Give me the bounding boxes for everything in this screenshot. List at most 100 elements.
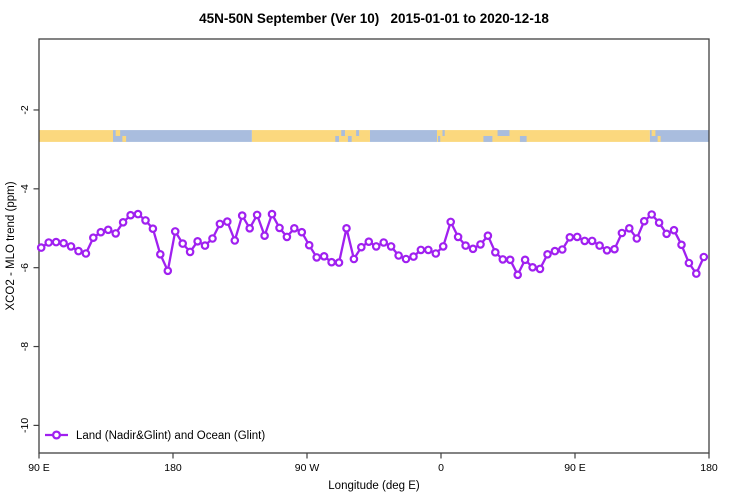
strip-segment-land <box>39 130 113 142</box>
data-point <box>103 225 113 235</box>
data-point <box>156 250 165 259</box>
data-point <box>677 240 686 250</box>
data-point <box>453 232 463 242</box>
data-point <box>133 209 143 219</box>
x-axis-title: Longitude (deg E) <box>328 480 420 492</box>
data-point <box>543 250 552 259</box>
data-point <box>647 210 657 219</box>
data-point <box>505 255 515 265</box>
data-point <box>468 244 478 254</box>
strip-speck-land <box>657 135 661 142</box>
data-point <box>237 211 247 220</box>
data-point <box>252 210 262 220</box>
strip-speck-ocean <box>341 130 345 136</box>
data-point <box>66 242 76 251</box>
data-point <box>535 264 545 274</box>
data-point <box>371 242 381 251</box>
strip-speck-land <box>115 130 121 136</box>
data-point <box>36 243 46 252</box>
data-point <box>483 231 493 241</box>
data-point <box>528 262 537 272</box>
strip-speck-ocean <box>519 135 527 142</box>
strip-segment-land <box>436 130 650 142</box>
data-point <box>282 232 292 242</box>
data-point <box>364 237 374 247</box>
data-series <box>36 209 709 280</box>
strip-speck-ocean <box>483 135 493 142</box>
data-point <box>394 251 403 260</box>
strip-speck-land <box>122 135 127 142</box>
data-point <box>118 218 128 227</box>
data-point <box>327 257 336 267</box>
data-point <box>461 241 470 250</box>
strip-segment-land <box>251 130 370 142</box>
data-point <box>356 242 366 252</box>
data-point <box>669 225 679 235</box>
data-point <box>275 223 284 233</box>
axes: 90 E 180 90 W 0 90 E 180 -2 -4 -6 -8 -10 <box>19 105 718 474</box>
data-point <box>446 217 456 227</box>
data-point <box>74 246 83 256</box>
data-point <box>89 233 98 243</box>
data-point <box>684 258 694 268</box>
data-point <box>312 253 322 262</box>
strip-speck-ocean <box>356 130 360 136</box>
strip-speck-ocean <box>438 135 441 142</box>
data-point <box>565 233 575 242</box>
data-point <box>260 231 269 241</box>
data-point <box>170 227 180 236</box>
data-point <box>223 217 232 226</box>
data-point <box>185 247 195 257</box>
data-point <box>111 229 121 238</box>
data-point <box>624 224 634 233</box>
data-point <box>193 237 202 246</box>
data-point <box>498 255 508 264</box>
data-point <box>148 224 158 234</box>
coastline-strip <box>39 130 709 142</box>
data-point <box>215 219 225 229</box>
data-point <box>126 210 135 220</box>
data-point <box>401 254 411 264</box>
data-point <box>409 252 418 261</box>
data-point <box>319 251 329 261</box>
data-point <box>59 238 68 248</box>
data-point <box>587 236 597 246</box>
data-point <box>386 242 396 251</box>
data-point <box>595 241 604 250</box>
x-tick-label: 90 E <box>564 462 586 474</box>
y-axis-title: XCO2 - MLO trend (ppm) <box>5 181 17 310</box>
data-point <box>602 246 612 255</box>
y-tick-label: -4 <box>19 184 31 193</box>
data-point <box>267 209 277 219</box>
data-point <box>230 236 240 245</box>
data-point <box>610 244 619 254</box>
data-point <box>200 241 210 250</box>
data-point <box>639 216 649 226</box>
data-point <box>617 228 627 238</box>
data-point <box>699 252 709 262</box>
data-point <box>557 245 567 254</box>
data-point <box>342 224 351 233</box>
y-tick-label: -10 <box>19 418 31 433</box>
data-point <box>438 242 448 251</box>
strip-segment-ocean <box>112 130 252 142</box>
data-point <box>178 239 188 248</box>
data-point <box>550 246 560 256</box>
y-tick-label: -6 <box>19 263 31 272</box>
data-point <box>423 245 433 255</box>
x-tick-label: 0 <box>438 462 444 474</box>
data-point <box>51 237 61 247</box>
y-tick-label: -2 <box>19 105 31 114</box>
data-point <box>513 270 523 280</box>
data-point <box>334 258 344 267</box>
data-point <box>662 229 671 239</box>
data-point <box>520 255 530 265</box>
legend-marker <box>51 430 62 440</box>
data-point <box>654 218 664 228</box>
data-point <box>490 248 500 257</box>
chart-title: 45N-50N September (Ver 10) 2015-01-01 to… <box>199 11 549 26</box>
data-point <box>81 249 91 258</box>
data-point <box>96 227 106 237</box>
strip-speck-ocean <box>335 135 340 142</box>
